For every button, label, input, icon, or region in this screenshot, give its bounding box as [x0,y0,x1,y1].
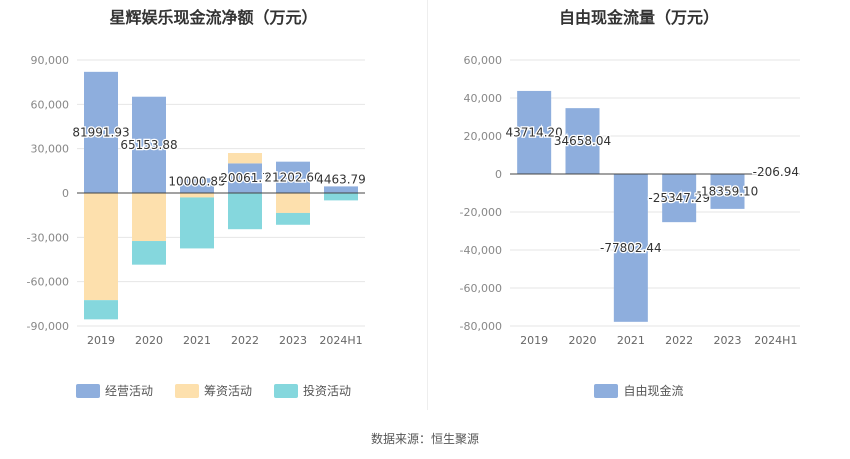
data-label: -25347.29 [648,191,710,205]
right-chart-panel: 自由现金流量（万元） 60,000 40,000 20,000 0 -20,000 -40… [428,0,850,410]
bar-投资活动 [276,212,310,225]
bar-经营活动 [180,178,214,193]
bar-筹资活动 [132,193,166,242]
legend-swatch [274,383,298,398]
y-tick-label: -40,000 [460,244,502,257]
data-label: 43714.20 [506,125,563,139]
legend-label: 自由现金流 [623,384,684,398]
x-tick-label: 2024H1 [319,334,362,347]
x-tick-label: 2022 [231,334,259,347]
y-tick-label: -60,000 [27,276,69,289]
right-chart-svg: 60,000 40,000 20,000 0 -20,000 -40,000 -60,000… [460,54,801,347]
data-label: -77802.44 [600,241,662,255]
y-tick-label: 0 [495,168,502,181]
left-chart-panel: 星辉娱乐现金流净额（万元） 90,000 60,000 30,000 0 -30,000… [0,0,427,410]
bar-经营活动 [276,161,310,193]
right-chart-legend: 自由现金流 [428,382,850,399]
x-tick-label: 2021 [183,334,211,347]
legend-label: 筹资活动 [203,384,252,398]
legend-swatch [75,383,100,398]
y-tick-label: 20,000 [464,130,503,143]
y-tick-label: 90,000 [31,54,70,67]
legend-label: 投资活动 [303,384,352,398]
bar-自由现金流 [662,174,697,223]
data-label: 4463.79 [316,173,366,187]
x-tick-label: 2020 [135,334,163,347]
bar-自由现金流 [613,174,648,322]
panel-divider [427,0,428,410]
y-tick-label: 60,000 [31,98,70,111]
data-label: -18359.10 [697,184,759,198]
x-tick-label: 2023 [714,334,742,347]
bar-投资活动 [180,197,214,249]
right-chart-title: 自由现金流量（万元） [558,8,719,27]
y-tick-label: 40,000 [464,92,503,105]
data-label: -206.94 [753,165,799,179]
legend-label: 经营活动 [104,384,153,398]
bar-自由现金流 [710,174,745,209]
bar-投资活动 [84,300,118,320]
data-label: 81991.93 [72,125,129,139]
y-tick-label: -60,000 [460,282,502,295]
bar-经营活动 [132,96,166,193]
bar-经营活动 [324,186,358,193]
y-tick-label: -30,000 [27,231,69,244]
legend-item[interactable]: 经营活动 [75,382,153,399]
bar-经营活动 [228,163,262,193]
bar-投资活动 [132,241,166,265]
bar-筹资活动 [276,193,310,213]
x-tick-label: 2021 [617,334,645,347]
legend-item[interactable]: 筹资活动 [174,382,252,399]
y-tick-label: -80,000 [460,320,502,333]
bar-筹资活动 [180,193,214,198]
left-chart-legend: 经营活动 筹资活动 投资活动 [0,382,427,399]
bar-自由现金流 [517,90,552,174]
left-chart-svg: 90,000 60,000 30,000 0 -30,000 -60,000 -90,000… [27,54,368,347]
data-label: 65153.88 [120,138,177,152]
bar-经营活动 [84,71,118,193]
data-label: 10000.85 [168,175,225,189]
x-tick-label: 2022 [665,334,693,347]
data-label: 21202.60 [264,170,321,184]
y-tick-label: -90,000 [27,320,69,333]
data-source-note: 数据来源：恒生聚源 [370,432,479,446]
data-label: 34658.04 [554,134,611,148]
y-tick-label: 30,000 [31,143,70,156]
left-chart-title: 星辉娱乐现金流净额（万元） [109,8,318,27]
legend-swatch [174,383,199,398]
legend-item[interactable]: 投资活动 [274,382,351,399]
y-tick-label: 0 [62,187,69,200]
x-tick-label: 2019 [520,334,548,347]
legend-swatch [594,383,619,398]
bar-自由现金流 [565,108,600,174]
y-tick-label: 60,000 [464,54,503,67]
x-tick-label: 2023 [279,334,307,347]
bar-投资活动 [324,193,358,201]
bar-筹资活动 [228,153,262,164]
x-tick-label: 2020 [569,334,597,347]
x-tick-label: 2019 [87,334,115,347]
y-tick-label: -20,000 [460,206,502,219]
bar-投资活动 [228,193,262,230]
x-tick-label: 2024H1 [754,334,797,347]
legend-item[interactable]: 自由现金流 [594,382,684,399]
bar-筹资活动 [84,193,118,301]
data-label: 20061.7 [220,171,270,185]
